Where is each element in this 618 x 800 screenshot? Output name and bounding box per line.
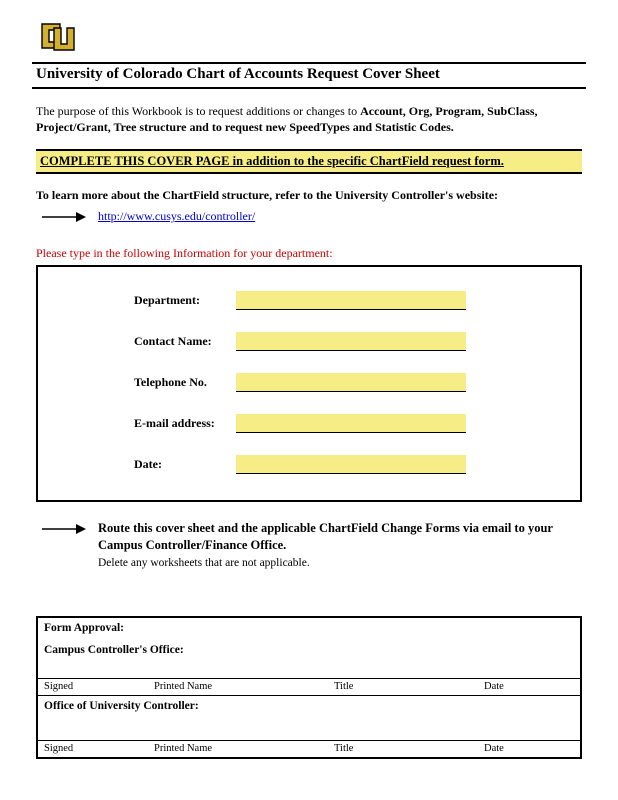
contact-input[interactable] — [236, 332, 466, 351]
route-main: Route this cover sheet and the applicabl… — [98, 521, 553, 552]
signed-label: Signed — [44, 681, 154, 692]
purpose-intro: The purpose of this Workbook is to reque… — [36, 104, 360, 118]
date-label: Date: — [134, 457, 236, 474]
email-input[interactable] — [236, 414, 466, 433]
contact-label: Contact Name: — [134, 334, 236, 351]
route-sub: Delete any worksheets that are not appli… — [98, 556, 582, 572]
route-instruction-row: Route this cover sheet and the applicabl… — [42, 520, 582, 571]
date-input[interactable] — [236, 455, 466, 474]
title-label-2: Title — [334, 743, 484, 754]
department-label: Department: — [134, 293, 236, 310]
cu-logo — [36, 20, 586, 58]
approval-box: Form Approval: Campus Controller's Offic… — [36, 616, 582, 759]
title-label: Title — [334, 681, 484, 692]
route-text: Route this cover sheet and the applicabl… — [98, 520, 582, 571]
purpose-text: The purpose of this Workbook is to reque… — [36, 103, 582, 135]
learn-more-text: To learn more about the ChartField struc… — [36, 188, 582, 203]
complete-notice: COMPLETE THIS COVER PAGE in addition to … — [36, 149, 582, 174]
form-approval-label: Form Approval: — [44, 622, 574, 634]
campus-office-label: Campus Controller's Office: — [44, 644, 574, 656]
page-title: University of Colorado Chart of Accounts… — [32, 62, 586, 89]
arrow-right-icon — [42, 211, 86, 223]
signature-row-2: Signed Printed Name Title Date — [38, 741, 580, 757]
printed-name-label: Printed Name — [154, 681, 334, 692]
controller-link[interactable]: http://www.cusys.edu/controller/ — [98, 209, 255, 224]
telephone-input[interactable] — [236, 373, 466, 392]
printed-name-label-2: Printed Name — [154, 743, 334, 754]
university-office-label: Office of University Controller: — [44, 700, 199, 712]
date-sig-label: Date — [484, 681, 574, 692]
university-controller-row: Office of University Controller: — [38, 696, 580, 741]
telephone-label: Telephone No. — [134, 375, 236, 392]
signed-label-2: Signed — [44, 743, 154, 754]
email-label: E-mail address: — [134, 416, 236, 433]
signature-row-1: Signed Printed Name Title Date — [38, 679, 580, 696]
date-sig-label-2: Date — [484, 743, 574, 754]
approval-header: Form Approval: Campus Controller's Offic… — [38, 618, 580, 679]
arrow-right-icon — [42, 523, 86, 535]
department-form: Department: Contact Name: Telephone No. … — [36, 265, 582, 502]
link-row: http://www.cusys.edu/controller/ — [42, 209, 582, 224]
department-input[interactable] — [236, 291, 466, 310]
red-instruction: Please type in the following Information… — [36, 246, 582, 261]
